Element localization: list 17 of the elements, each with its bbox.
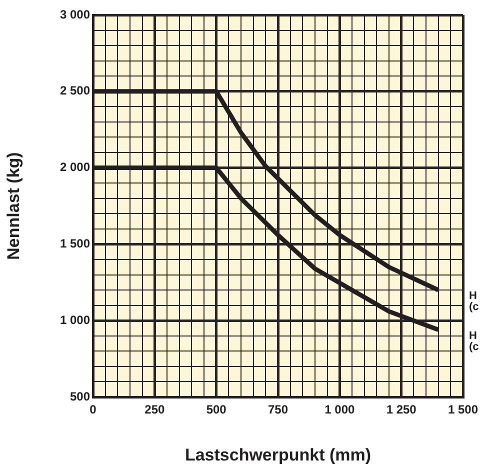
y-tick-label: 2 500 [60, 84, 90, 98]
x-axis-title: Lastschwerpunkt (mm) [184, 445, 372, 464]
x-tick-label: 1 250 [386, 402, 417, 417]
x-tick-label: 250 [144, 402, 165, 417]
x-tick-label: 1 000 [324, 402, 356, 417]
x-tick-label: 0 [90, 402, 97, 417]
y-tick-label: 2 000 [60, 160, 90, 174]
x-tick-label: 1 500 [448, 402, 478, 417]
y-tick-label: 3 000 [60, 7, 90, 22]
y-axis-title: Nennlast (kg) [4, 152, 23, 260]
y-tick-label: 1 500 [60, 236, 90, 251]
y-tick-label: 500 [70, 389, 90, 404]
text: H (c [469, 290, 479, 314]
x-tick-label: 750 [268, 402, 288, 417]
x-tick-label: 500 [206, 402, 227, 417]
text: H (c [469, 330, 479, 353]
y-tick-label: 1 000 [60, 312, 90, 327]
